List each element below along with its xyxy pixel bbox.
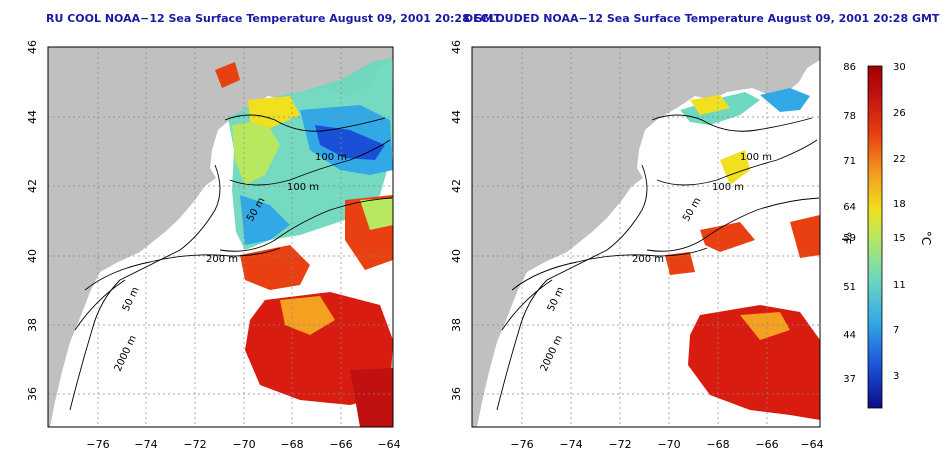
contour-label: 100 m [740, 152, 772, 163]
lon-tick: −68 [280, 438, 303, 451]
lat-tick: 38 [450, 318, 463, 332]
lat-tick: 44 [450, 110, 463, 124]
colorbar: 86 78 71 64 59 51 44 37 30 26 22 18 15 1… [839, 62, 933, 409]
lat-tick: 46 [26, 40, 39, 54]
lon-tick: −64 [377, 438, 400, 451]
lat-tick: 38 [26, 318, 39, 332]
colorbar-f-tick: 37 [843, 374, 856, 385]
colorbar-f-label: °F [839, 232, 853, 245]
contour-label: 200 m [206, 254, 238, 265]
sst-field-declouded [665, 88, 820, 420]
lat-axis: 46 44 42 40 38 36 [450, 40, 463, 401]
landmass [48, 47, 393, 427]
lon-tick: −76 [510, 438, 533, 451]
lat-tick: 44 [26, 110, 39, 124]
bathymetry-contours [69, 114, 393, 411]
colorbar-c-tick: 22 [893, 154, 906, 165]
lon-axis: −76 −74 −72 −70 −68 −66 −64 [510, 438, 823, 451]
panel-title-raw: RU COOL NOAA−12 Sea Surface Temperature … [46, 12, 502, 25]
panel-title-declouded: DECLOUDED NOAA−12 Sea Surface Temperatur… [464, 12, 940, 25]
lon-tick: −74 [559, 438, 582, 451]
lon-tick: −66 [329, 438, 352, 451]
colorbar-ramp [867, 65, 883, 409]
colorbar-f-tick: 64 [843, 202, 856, 213]
lat-tick: 36 [450, 387, 463, 401]
lat-tick: 40 [26, 249, 39, 263]
lon-tick: −64 [800, 438, 823, 451]
colorbar-c-tick: 18 [893, 199, 906, 210]
map-panel-declouded: 100 m 100 m 50 m 200 m 50 m 2000 m −76 −… [450, 40, 824, 451]
colorbar-c-tick: 3 [893, 371, 899, 382]
colorbar-c-tick: 30 [893, 62, 906, 73]
lon-tick: −76 [86, 438, 109, 451]
lon-tick: −68 [706, 438, 729, 451]
graticule [472, 47, 820, 427]
contour-label: 100 m [712, 182, 744, 193]
lon-tick: −72 [608, 438, 631, 451]
colorbar-f-tick: 51 [843, 282, 856, 293]
colorbar-f-tick: 44 [843, 330, 856, 341]
colorbar-c-tick: 15 [893, 233, 906, 244]
map-panel-raw: 100 m 100 m 50 m 200 m 50 m 2000 m −76 −… [26, 40, 401, 451]
lon-tick: −74 [134, 438, 157, 451]
colorbar-f-tick: 59 [843, 233, 856, 244]
contour-label: 100 m [287, 182, 319, 193]
lat-tick: 42 [26, 179, 39, 193]
lat-tick: 42 [450, 179, 463, 193]
lon-tick: −70 [657, 438, 680, 451]
colorbar-f-ticks: 86 78 71 64 59 51 44 37 [843, 62, 856, 385]
lat-tick: 40 [450, 249, 463, 263]
lon-axis: −76 −74 −72 −70 −68 −66 −64 [86, 438, 400, 451]
colorbar-c-tick: 26 [893, 108, 906, 119]
colorbar-f-tick: 71 [843, 156, 856, 167]
colorbar-c-ticks: 30 26 22 18 15 11 7 3 [893, 62, 906, 382]
contour-label: 100 m [315, 152, 347, 163]
colorbar-f-tick: 78 [843, 111, 856, 122]
landmass [472, 47, 820, 427]
bathymetry-contours [496, 114, 820, 411]
graticule [48, 47, 393, 427]
contour-label: 200 m [632, 254, 664, 265]
colorbar-f-tick: 86 [843, 62, 856, 73]
lon-tick: −72 [183, 438, 206, 451]
map-frame [471, 46, 821, 428]
colorbar-c-tick: 7 [893, 325, 899, 336]
lon-tick: −70 [232, 438, 255, 451]
lat-axis: 46 44 42 40 38 36 [26, 40, 39, 401]
colorbar-c-label: °C [919, 231, 933, 245]
colorbar-c-tick: 11 [893, 280, 906, 291]
lon-tick: −66 [755, 438, 778, 451]
lat-tick: 36 [26, 387, 39, 401]
lat-tick: 46 [450, 40, 463, 54]
map-frame [47, 46, 394, 428]
